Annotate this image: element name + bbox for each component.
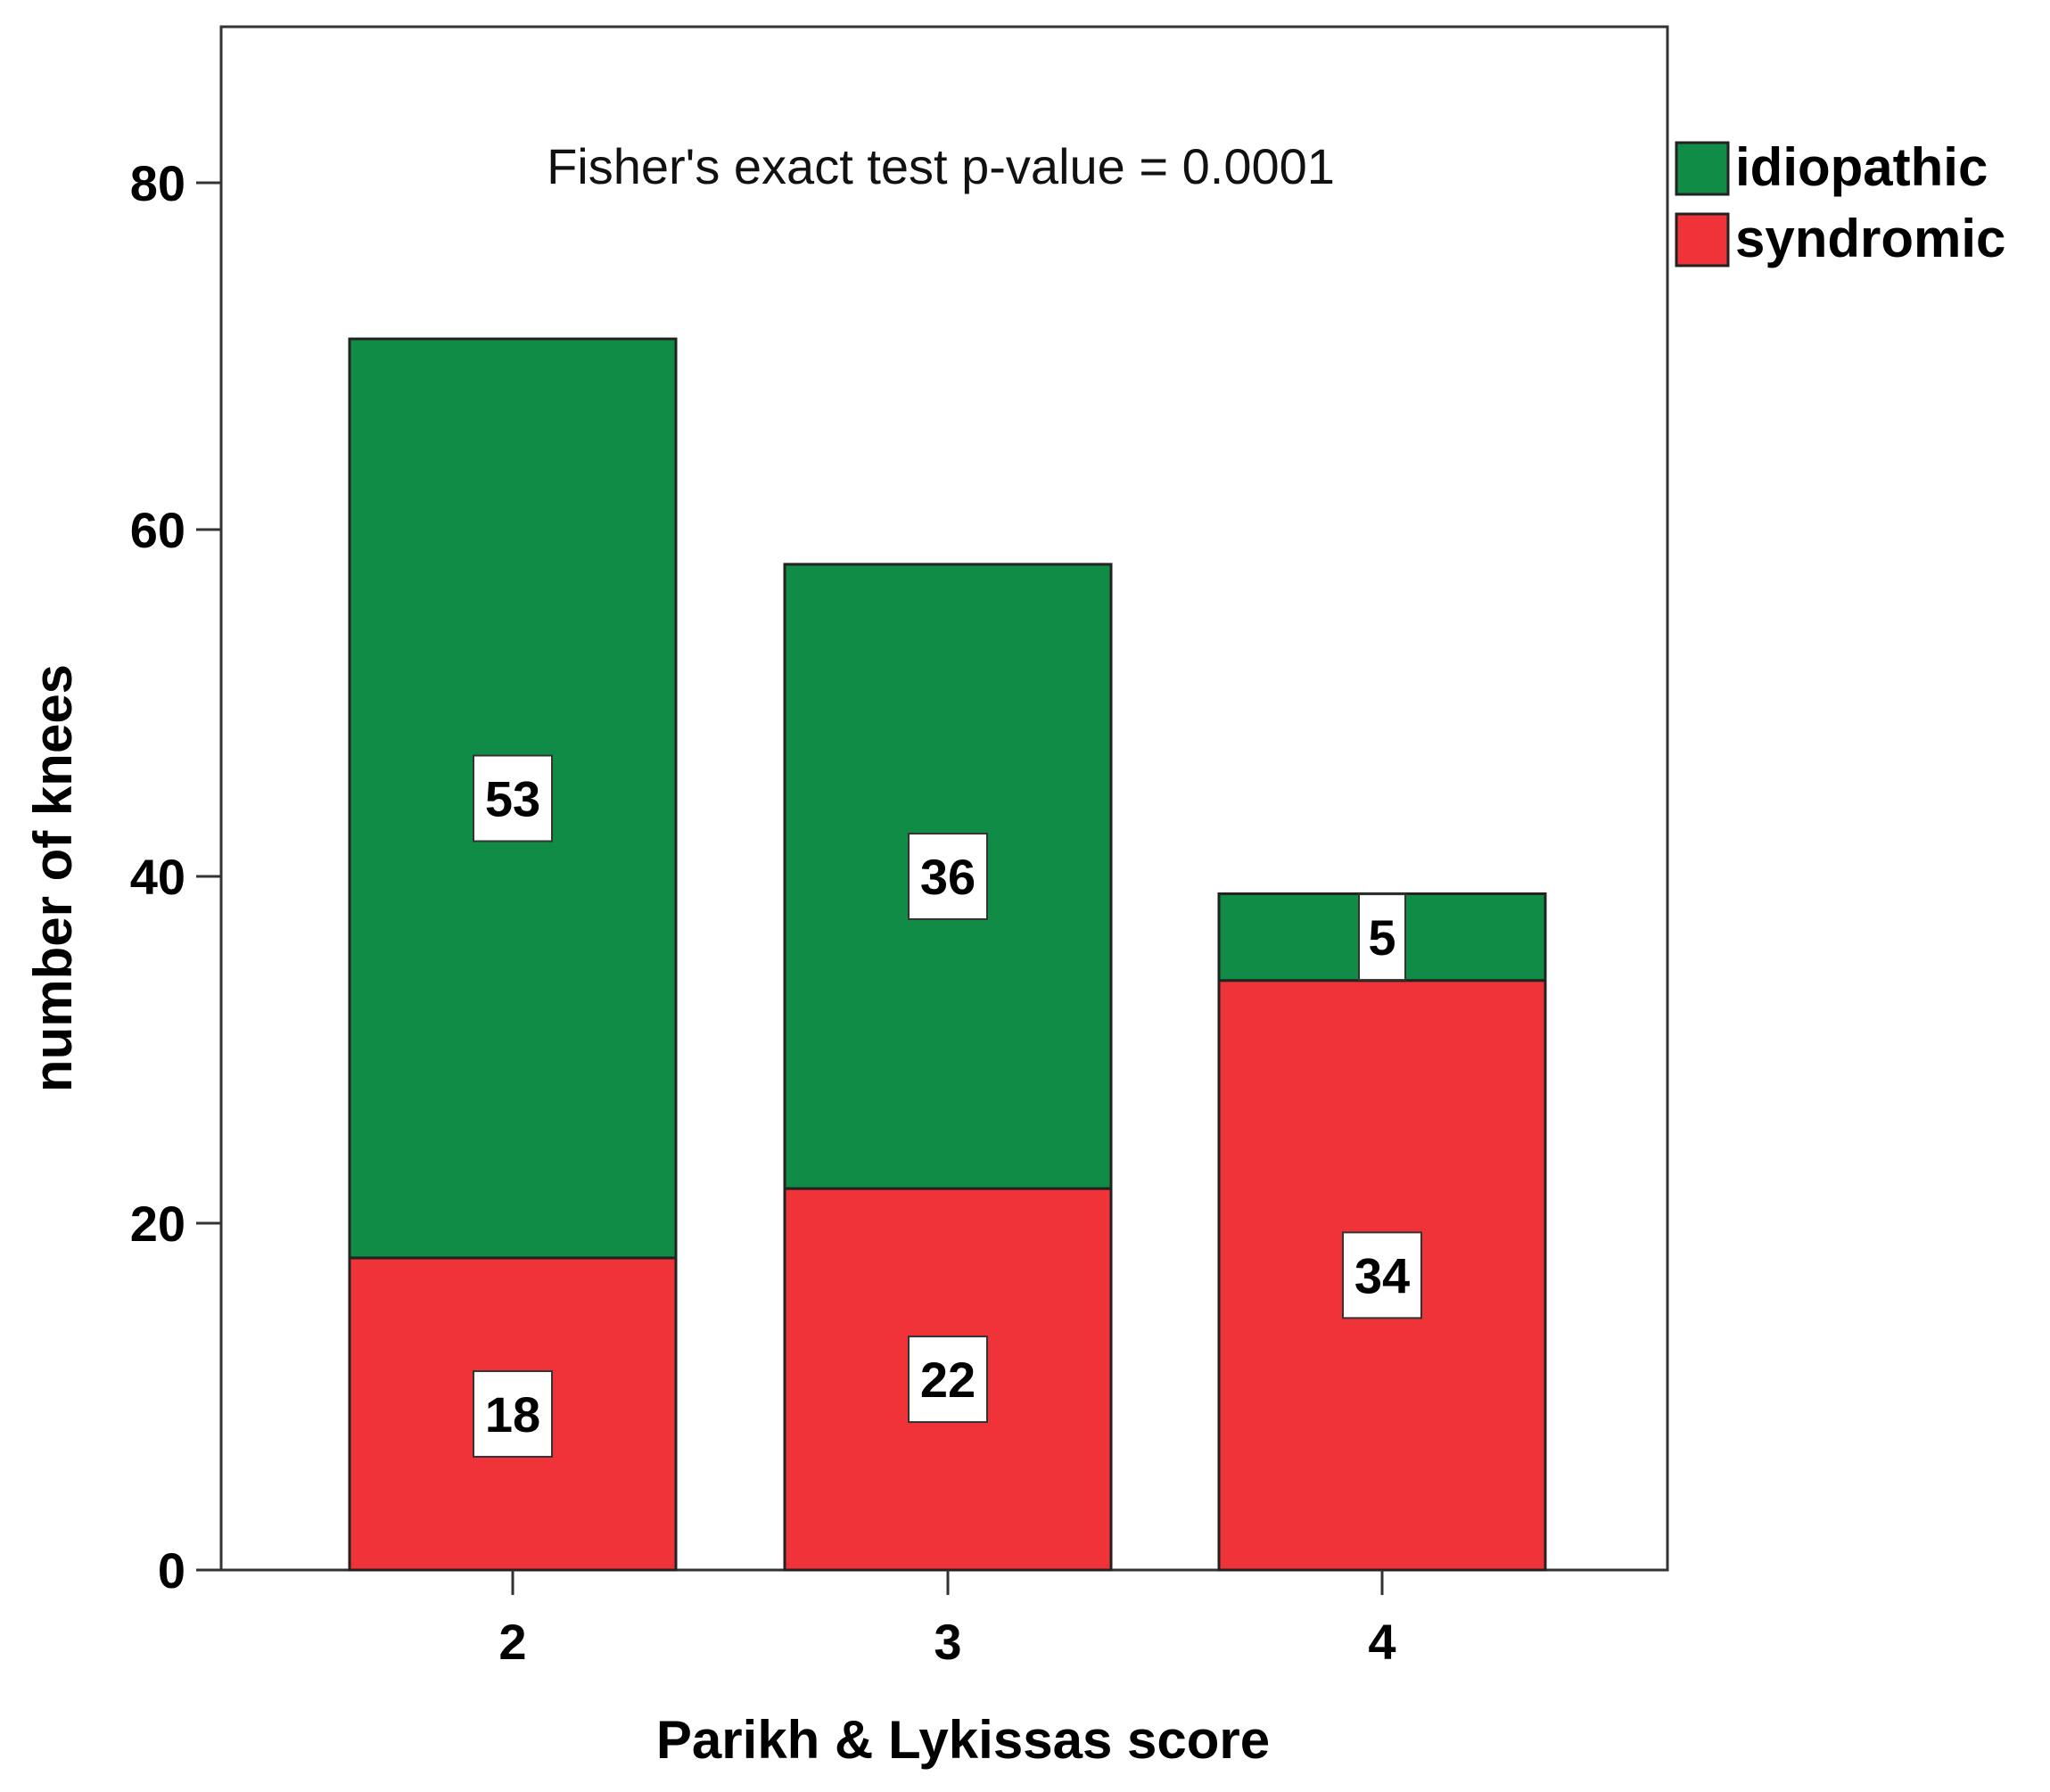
legend-swatch-idiopathic — [1675, 141, 1730, 196]
y-tick-label-80: 80 — [130, 155, 185, 211]
legend-swatch-syndromic — [1675, 212, 1730, 267]
data-label-value: 5 — [1368, 909, 1395, 966]
data-label-value: 36 — [920, 849, 976, 905]
data-label-box — [1358, 893, 1406, 982]
data-label-box — [1342, 1231, 1422, 1319]
x-tick-label-4: 4 — [1368, 1614, 1395, 1670]
y-tick-label-0: 0 — [158, 1542, 185, 1599]
annotation-text: Fisher's exact test p-value = 0.0001 — [547, 138, 1335, 194]
data-label-value: 34 — [1354, 1247, 1410, 1303]
y-tick-label-40: 40 — [130, 849, 185, 905]
data-label-box — [908, 1336, 988, 1424]
y-tick-label-20: 20 — [130, 1196, 185, 1252]
y-tick-label-60: 60 — [130, 502, 185, 558]
data-label-box — [473, 1369, 553, 1458]
x-axis-title: Parikh & Lykissas score — [656, 1710, 1270, 1770]
data-label-box — [908, 833, 988, 921]
legend-item-idiopathic: idiopathic — [1675, 137, 1988, 197]
y-axis: 0 20 40 60 80 — [130, 155, 221, 1599]
legend: idiopathic syndromic — [1675, 137, 2005, 268]
data-label-idiopathic-3: 36 — [908, 833, 988, 921]
x-tick-label-3: 3 — [934, 1614, 961, 1670]
data-label-syndromic-3: 22 — [908, 1336, 988, 1424]
x-tick-label-2: 2 — [498, 1614, 526, 1670]
x-axis: 2 3 4 — [498, 1570, 1396, 1670]
data-label-value: 18 — [485, 1386, 540, 1443]
y-axis-title: number of knees — [23, 664, 83, 1092]
bars-group: 18 53 22 36 34 5 — [348, 337, 1547, 1572]
data-label-syndromic-2: 18 — [473, 1369, 553, 1458]
data-label-value: 22 — [920, 1352, 976, 1408]
data-label-value: 53 — [485, 771, 540, 827]
data-label-syndromic-4: 34 — [1342, 1231, 1422, 1319]
data-label-idiopathic-2: 53 — [473, 754, 553, 843]
legend-label-syndromic: syndromic — [1735, 209, 2005, 268]
legend-label-idiopathic: idiopathic — [1735, 137, 1988, 197]
data-label-box — [473, 754, 553, 843]
data-label-idiopathic-4: 5 — [1358, 893, 1406, 982]
legend-item-syndromic: syndromic — [1675, 209, 2005, 268]
